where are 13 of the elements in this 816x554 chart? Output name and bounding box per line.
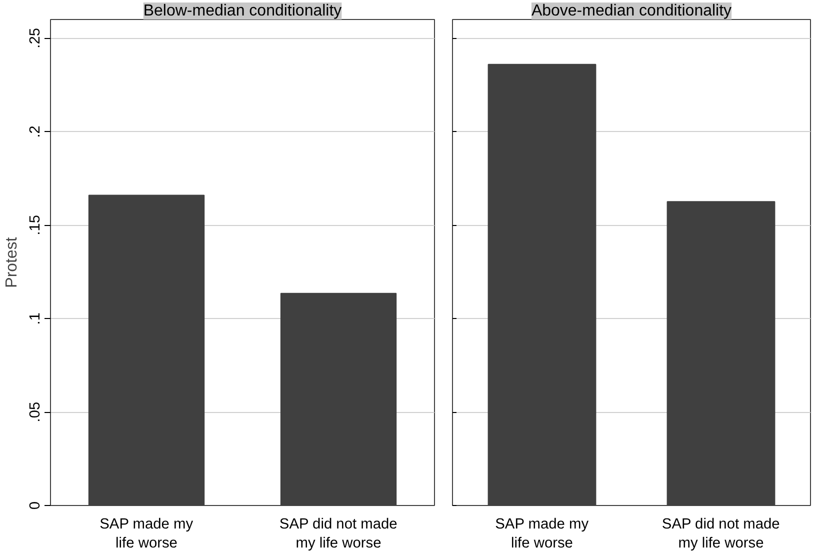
y-tick-label: .15 [28,214,44,236]
y-tick-label: .05 [28,402,44,422]
y-tick-label: .2 [28,126,44,138]
x-tick-label: SAP did not made my life worse [279,516,398,552]
x-tick-label: SAP did not made my life worse [662,516,780,552]
y-tick-label: .25 [28,28,44,48]
x-tick-label: SAP made my life worse [495,516,590,552]
x-tick-label: SAP made my life worse [100,516,194,552]
chart-title: Below-median conditionality [143,2,342,20]
y-axis-title: Protest [4,236,20,288]
y-tick-label: .1 [28,312,44,325]
chart-title: Above-median conditionality [531,2,732,20]
y-tick-label: 0 [28,501,44,510]
